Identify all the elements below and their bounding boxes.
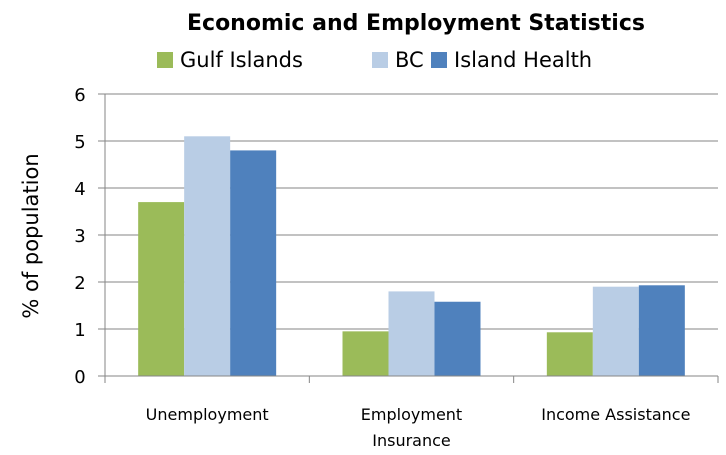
bar (388, 291, 435, 376)
y-tick-label: 2 (74, 273, 85, 294)
category-label: Insurance (372, 431, 451, 450)
bar (230, 150, 277, 376)
chart-title: Economic and Employment Statistics (187, 11, 645, 36)
legend-label: BC (395, 48, 424, 72)
legend-label: Gulf Islands (180, 48, 303, 72)
legend-swatch (372, 52, 388, 68)
bar (638, 285, 685, 376)
legend-swatch (431, 52, 447, 68)
bars (138, 136, 685, 376)
legend-swatch (157, 52, 173, 68)
y-axis-label: % of population (19, 153, 43, 318)
bar (138, 202, 185, 376)
y-tick-labels: 0 1 2 3 4 5 6 (74, 85, 85, 388)
bar (434, 301, 481, 376)
category-labels: Unemployment Employment Insurance Income As… (146, 405, 691, 450)
legend-label: Island Health (454, 48, 592, 72)
y-tick-label: 1 (74, 320, 85, 341)
y-tick-label: 6 (74, 85, 85, 106)
legend: Gulf Islands BC Island Health (157, 48, 592, 72)
category-label: Unemployment (146, 405, 269, 424)
y-tick-label: 4 (74, 179, 85, 200)
axes (104, 94, 719, 383)
category-label: Employment (361, 405, 462, 424)
y-tick-label: 3 (74, 226, 85, 247)
bar (592, 286, 639, 376)
bar (184, 136, 231, 376)
y-tick-label: 5 (74, 132, 85, 153)
y-tick-label: 0 (74, 367, 85, 388)
bar (546, 332, 593, 376)
category-label: Income Assistance (541, 405, 690, 424)
bar (342, 331, 389, 376)
